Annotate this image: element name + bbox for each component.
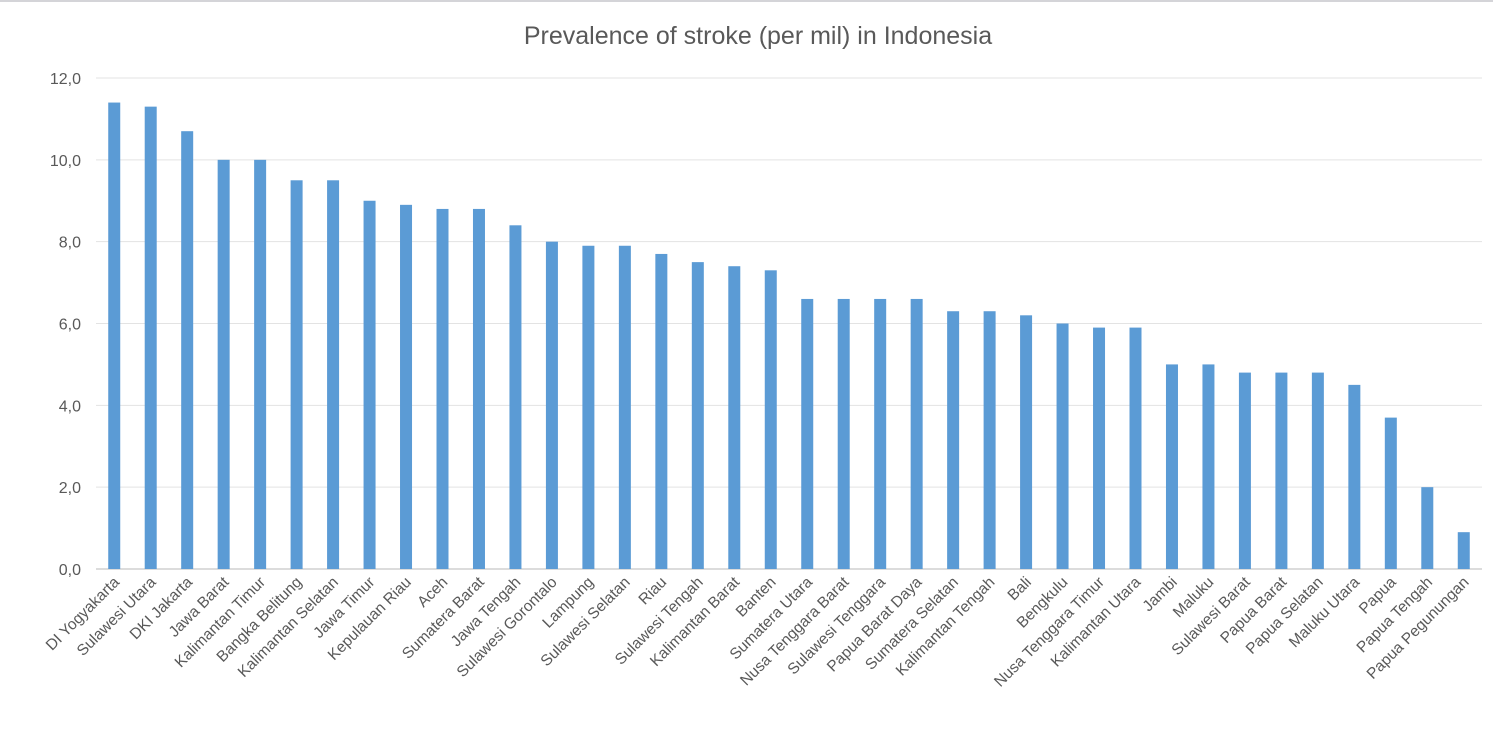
y-tick-label: 12,0 xyxy=(50,71,81,88)
bar xyxy=(1311,372,1324,569)
bar xyxy=(837,298,850,569)
bar xyxy=(691,262,704,569)
y-tick-label: 8,0 xyxy=(59,235,81,252)
bar xyxy=(618,245,631,569)
bar xyxy=(1165,364,1178,569)
bar xyxy=(1421,487,1434,569)
bar xyxy=(1457,532,1470,569)
bar xyxy=(1275,372,1288,569)
bar xyxy=(436,208,449,569)
bar xyxy=(363,200,376,569)
bar xyxy=(217,159,230,570)
bar xyxy=(1238,372,1251,569)
gridlines xyxy=(96,77,1482,570)
bar xyxy=(472,208,485,569)
bar xyxy=(801,298,814,569)
bar xyxy=(874,298,887,569)
bar xyxy=(327,180,340,569)
bar xyxy=(254,159,267,570)
bar xyxy=(582,245,595,569)
bar xyxy=(764,270,777,569)
bar xyxy=(947,311,960,569)
bar xyxy=(1202,364,1215,569)
bar xyxy=(181,131,194,570)
y-axis: 0,0 2,0 4,0 6,0 8,0 10,0 12,0 xyxy=(50,71,81,579)
bar xyxy=(108,102,121,570)
bar xyxy=(290,180,303,569)
bar xyxy=(545,241,558,569)
bar xyxy=(1020,315,1033,569)
x-category-label: Bali xyxy=(1005,574,1035,604)
bar xyxy=(1384,417,1397,569)
bars xyxy=(108,102,1470,570)
bar xyxy=(509,225,522,570)
top-border xyxy=(0,0,1493,2)
y-tick-label: 2,0 xyxy=(59,480,81,497)
y-tick-label: 10,0 xyxy=(50,153,81,170)
bar xyxy=(144,106,157,570)
bar xyxy=(910,298,923,569)
bar xyxy=(983,311,996,569)
y-tick-label: 4,0 xyxy=(59,398,81,415)
bar xyxy=(400,204,413,569)
bar xyxy=(1093,327,1106,569)
bar xyxy=(1056,323,1069,569)
bar xyxy=(655,253,668,570)
bar xyxy=(1129,327,1142,569)
bar xyxy=(1348,384,1361,569)
bar xyxy=(728,266,741,569)
y-tick-label: 6,0 xyxy=(59,317,81,334)
y-tick-label: 0,0 xyxy=(59,562,81,579)
chart-title: Prevalence of stroke (per mil) in Indone… xyxy=(523,22,993,50)
